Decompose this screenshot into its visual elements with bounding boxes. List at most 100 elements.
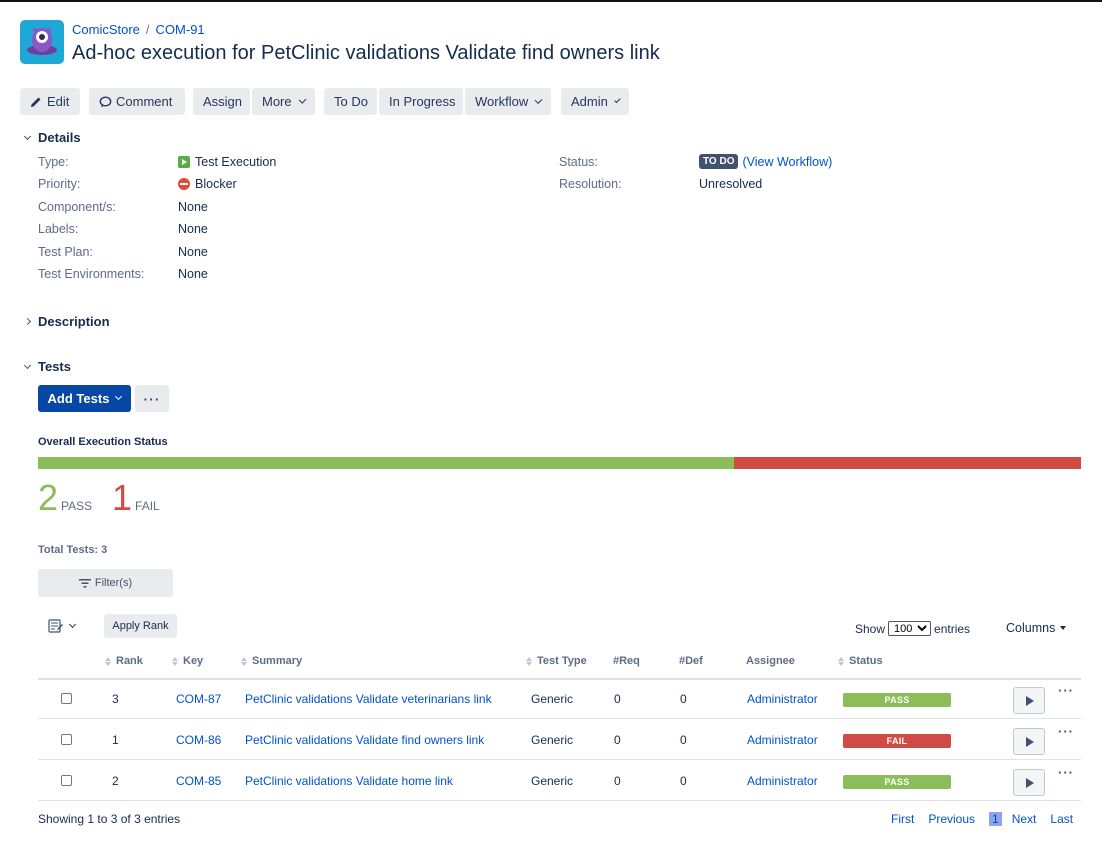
column-header-req[interactable]: #Req [613,655,640,667]
pagination-first[interactable]: First [891,812,915,826]
assignee-link[interactable]: Administrator [747,733,818,747]
req-cell: 0 [614,733,621,747]
column-header-status[interactable]: Status [838,655,883,667]
table-row: 2 COM-85 PetClinic validations Validate … [38,761,1081,801]
pagination: First Previous 1 Next Last [891,812,1087,826]
assign-label: Assign [203,94,243,109]
test-type-cell: Generic [531,774,574,788]
row-actions-button[interactable]: ··· [1058,724,1074,739]
priority-value-text: Blocker [195,177,237,191]
to-do-label: To Do [334,94,368,109]
sort-icon [838,656,844,666]
in-progress-label: In Progress [389,94,456,109]
fail-count: 1 FAIL [112,480,160,516]
add-tests-button[interactable]: Add Tests [38,385,131,412]
test-environments-label: Test Environments: [38,267,145,281]
admin-button[interactable]: Admin [561,88,629,115]
status-label: Status: [559,155,598,169]
fail-count-number: 1 [112,477,133,518]
description-section-toggle[interactable]: Description [20,314,110,329]
row-actions-button[interactable]: ··· [1058,765,1074,780]
column-header-summary[interactable]: Summary [241,655,302,667]
comment-button[interactable]: Comment [89,88,185,115]
pass-count-number: 2 [38,477,59,518]
status-value: TO DO (View Workflow) [699,154,832,169]
rank-menu-button[interactable] [48,617,78,635]
table-row: 3 COM-87 PetClinic validations Validate … [38,679,1081,719]
caret-down-icon [1060,626,1067,630]
summary-link[interactable]: PetClinic validations Validate home link [245,774,453,788]
priority-label: Priority: [38,177,81,191]
run-button[interactable] [1013,728,1045,755]
edit-label: Edit [47,94,70,109]
to-do-button[interactable]: To Do [324,88,377,115]
play-icon [1026,736,1034,747]
apply-rank-button[interactable]: Apply Rank [104,614,177,638]
run-button[interactable] [1013,687,1045,714]
column-header-def[interactable]: #Def [679,655,703,667]
pagination-previous[interactable]: Previous [928,812,976,826]
resolution-value: Unresolved [699,177,763,191]
run-button[interactable] [1013,769,1045,796]
play-icon [1026,695,1034,706]
type-value: Test Execution [178,155,276,169]
show-label: Show [855,621,886,636]
column-header-assignee[interactable]: Assignee [746,655,795,667]
show-entries-control: Show 100 entries [855,621,970,636]
description-heading: Description [38,314,110,329]
components-value: None [178,200,208,214]
comment-label: Comment [116,94,173,109]
key-link[interactable]: COM-87 [176,692,222,706]
assignee-link[interactable]: Administrator [747,692,818,706]
key-link[interactable]: COM-86 [176,733,222,747]
chevron-down-icon [614,96,621,103]
def-cell: 0 [680,774,687,788]
summary-link[interactable]: PetClinic validations Validate find owne… [245,733,485,747]
test-plan-value: None [178,245,208,259]
workflow-button[interactable]: Workflow [465,88,551,115]
columns-button[interactable]: Columns [1006,621,1067,635]
sort-icon [172,656,178,666]
column-header-assignee-label: Assignee [746,655,795,667]
edit-button[interactable]: Edit [20,88,80,115]
row-checkbox[interactable] [61,734,72,745]
fail-segment [733,457,1081,469]
labels-label: Labels: [38,222,79,236]
blocker-icon [178,178,190,190]
comment-icon [99,95,112,107]
filter-button[interactable]: Filter(s) [38,569,173,597]
tests-heading: Tests [38,359,71,374]
chevron-down-icon [298,95,307,104]
column-header-test-type[interactable]: Test Type [526,655,587,667]
row-checkbox[interactable] [61,775,72,786]
column-header-def-label: #Def [679,655,703,667]
test-plan-label: Test Plan: [38,245,93,259]
more-button[interactable]: More [252,88,315,115]
more-actions-button[interactable]: ··· [135,385,169,412]
chevron-down-icon [534,95,543,104]
project-avatar[interactable] [20,20,64,64]
page-size-select[interactable]: 100 [888,621,932,636]
breadcrumb-project-link[interactable]: ComicStore [72,22,140,37]
pagination-next[interactable]: Next [1011,812,1037,826]
row-checkbox[interactable] [61,693,72,704]
breadcrumb-issue-link[interactable]: COM-91 [155,22,205,37]
column-header-rank[interactable]: Rank [105,655,143,667]
tests-section-toggle[interactable]: Tests [20,359,71,374]
view-workflow-link[interactable]: (View Workflow) [742,154,833,169]
summary-link[interactable]: PetClinic validations Validate veterinar… [245,692,492,706]
assign-button[interactable]: Assign [193,88,250,115]
pagination-current-page[interactable]: 1 [989,812,1002,826]
pagination-last[interactable]: Last [1050,812,1074,826]
details-heading: Details [38,130,81,145]
in-progress-button[interactable]: In Progress [379,88,463,115]
fail-count-label: FAIL [135,499,160,513]
showing-entries-info: Showing 1 to 3 of 3 entries [38,812,181,826]
status-badge: FAIL [843,734,951,748]
assignee-link[interactable]: Administrator [747,774,818,788]
pass-count-label: PASS [61,499,93,513]
key-link[interactable]: COM-85 [176,774,222,788]
column-header-key[interactable]: Key [172,655,203,667]
details-section-toggle[interactable]: Details [20,130,81,145]
row-actions-button[interactable]: ··· [1058,683,1074,698]
